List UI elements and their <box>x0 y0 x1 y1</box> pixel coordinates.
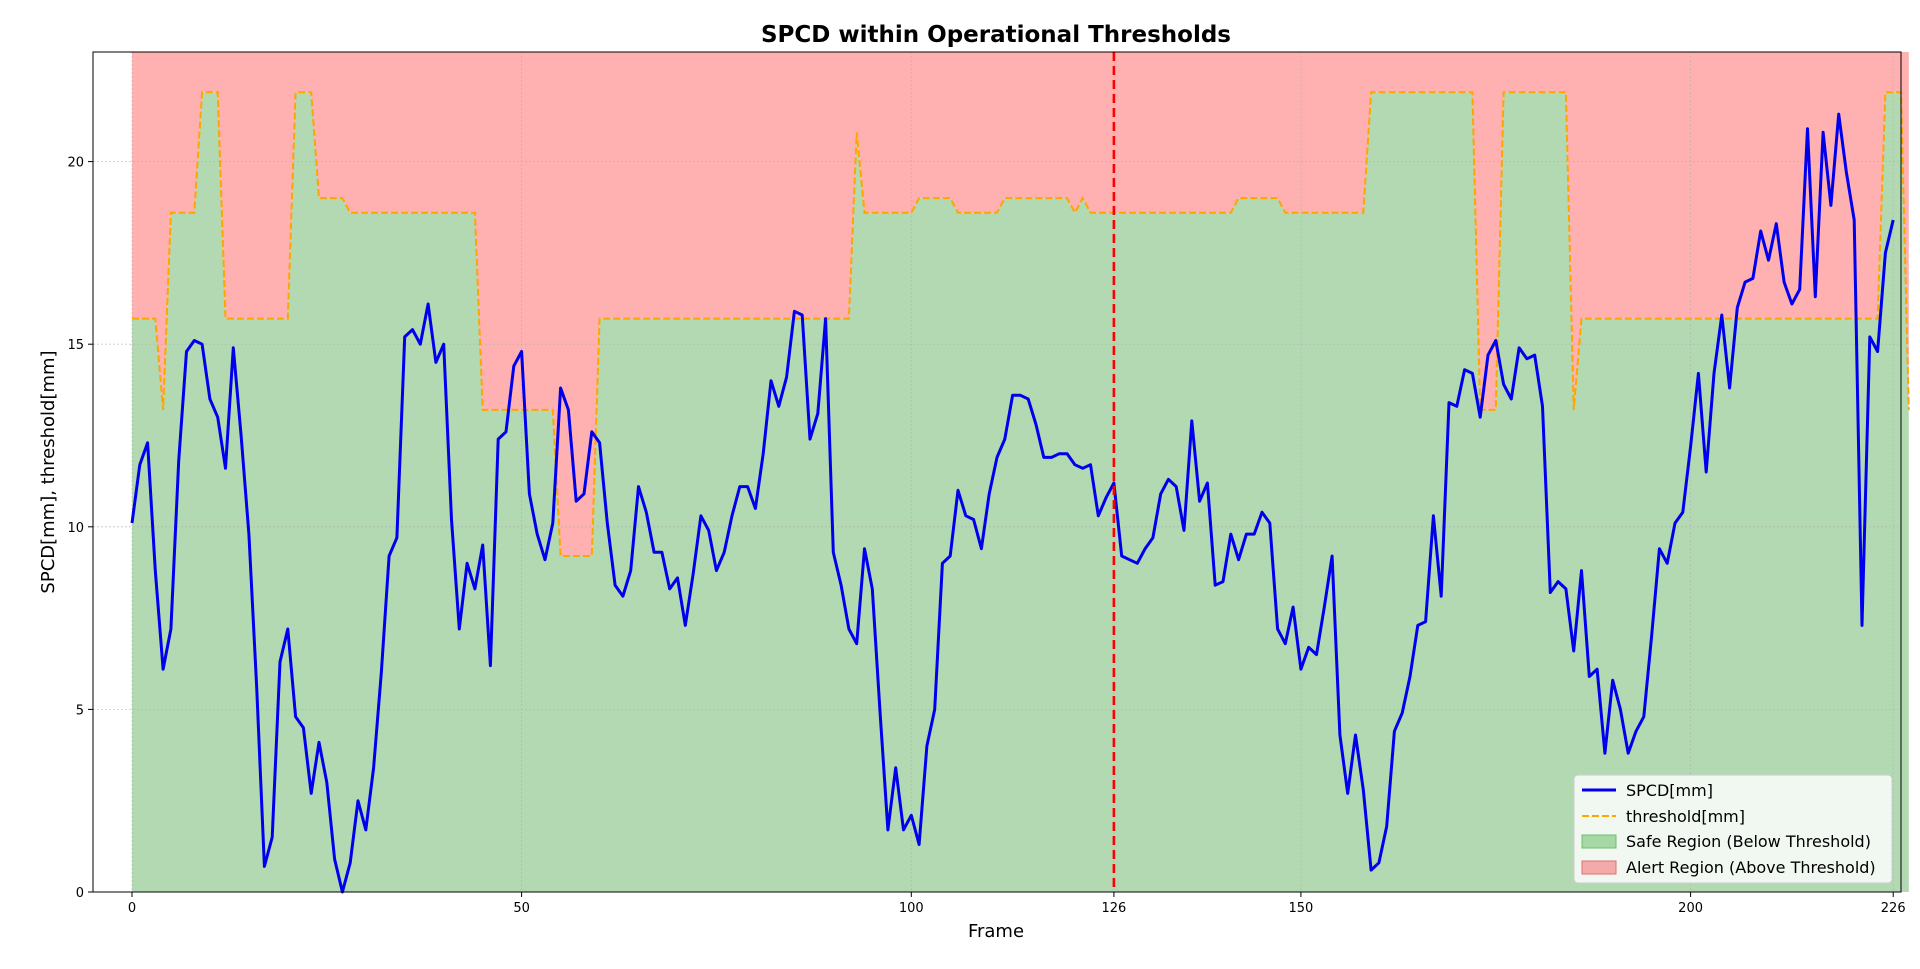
x-axis-ticks: 0 50 100 126 150 200 226 <box>128 892 1906 916</box>
legend-entry-spcd: SPCD[mm] <box>1582 781 1713 800</box>
x-axis-label: Frame <box>968 921 1024 942</box>
legend-box <box>1573 774 1893 884</box>
x-tick-label: 150 <box>1288 901 1313 916</box>
legend-label-alert-region: Alert Region (Above Threshold) <box>1626 858 1876 877</box>
y-axis-label: SPCD[mm], threshold[mm] <box>38 350 59 593</box>
y-axis-ticks: 0 5 10 15 20 <box>67 156 93 901</box>
x-tick-label: 226 <box>1881 901 1906 916</box>
legend: SPCD[mm] threshold[mm] Safe Region (Belo… <box>1573 774 1893 884</box>
legend-entry-threshold: threshold[mm] <box>1582 807 1745 826</box>
x-tick-label: 126 <box>1101 901 1126 916</box>
x-tick-label: 200 <box>1678 901 1703 916</box>
legend-label-threshold: threshold[mm] <box>1626 807 1745 826</box>
series-line-spcd <box>130 112 1895 894</box>
series-lines <box>130 91 1910 894</box>
x-tick-label: 0 <box>128 901 136 916</box>
legend-swatch-safe-region <box>1581 834 1617 849</box>
y-tick-label: 10 <box>67 521 84 536</box>
chart-title: SPCD within Operational Thresholds <box>761 22 1231 48</box>
series-line-threshold <box>132 91 1910 557</box>
y-tick-label: 15 <box>67 338 84 353</box>
legend-swatch-alert-region <box>1581 860 1617 875</box>
legend-label-safe-region: Safe Region (Below Threshold) <box>1626 832 1871 851</box>
legend-entry-safe-region: Safe Region (Below Threshold) <box>1581 832 1871 851</box>
y-tick-label: 0 <box>76 886 84 901</box>
safe-region-fill <box>132 92 1909 892</box>
legend-entry-alert-region: Alert Region (Above Threshold) <box>1581 858 1876 877</box>
plot-frame <box>92 51 1902 893</box>
x-tick-label: 100 <box>899 901 924 916</box>
plot-area <box>92 51 1910 894</box>
alert-region-fill <box>132 52 1909 556</box>
x-tick-label: 50 <box>513 901 530 916</box>
y-tick-label: 5 <box>76 703 84 718</box>
legend-label-spcd: SPCD[mm] <box>1626 781 1713 800</box>
region-fills <box>132 52 1909 892</box>
y-tick-label: 20 <box>67 156 84 171</box>
